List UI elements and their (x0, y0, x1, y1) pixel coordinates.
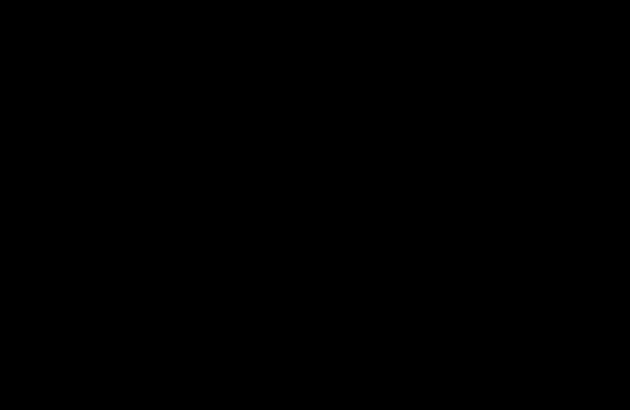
legend (623, 26, 627, 27)
